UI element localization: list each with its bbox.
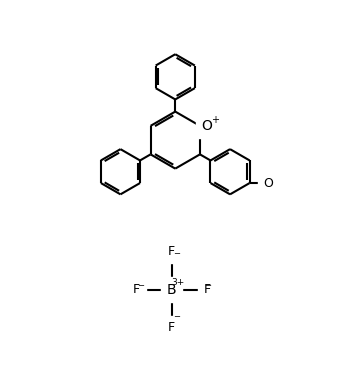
- Text: +: +: [211, 114, 219, 125]
- Text: O: O: [201, 118, 212, 133]
- Text: −: −: [205, 281, 211, 290]
- Text: −: −: [173, 313, 180, 322]
- Text: 3+: 3+: [171, 278, 184, 287]
- Text: F: F: [204, 283, 211, 296]
- Text: F: F: [168, 321, 175, 334]
- Text: F: F: [133, 283, 140, 296]
- Text: −: −: [173, 249, 180, 258]
- Text: −: −: [137, 281, 144, 290]
- Text: B: B: [167, 282, 177, 296]
- Text: O: O: [263, 177, 273, 190]
- Text: F: F: [168, 245, 175, 258]
